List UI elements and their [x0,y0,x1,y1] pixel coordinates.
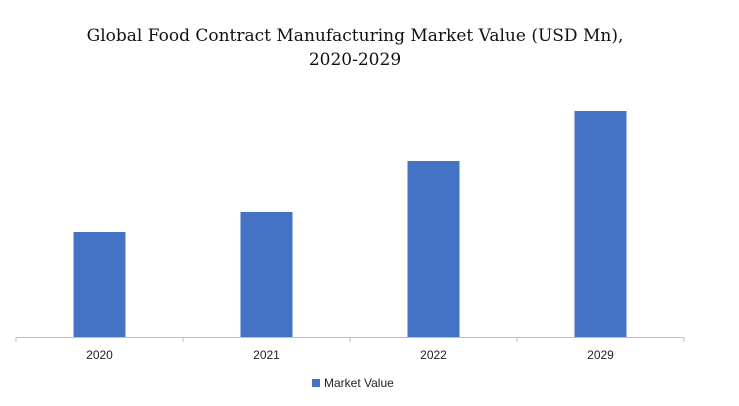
chart-title-line1: Global Food Contract Manufacturing Marke… [86,26,624,46]
bar-2020 [73,232,126,337]
x-tick-label-2020: 2020 [86,348,113,362]
bar-2029 [574,111,627,337]
chart-title: Global Food Contract Manufacturing Marke… [40,24,670,72]
x-tick-label-2029: 2029 [587,348,614,362]
x-tick-labels: 2020 2021 2022 2029 [86,348,614,362]
legend: Market Value [312,376,394,390]
x-tick-label-2021: 2021 [253,348,280,362]
bars-group [73,111,627,337]
chart-title-line2: 2020-2029 [308,50,402,70]
x-axis [15,337,685,342]
legend-label: Market Value [324,376,394,390]
bar-2021 [240,212,293,337]
x-tick-label-2022: 2022 [420,348,447,362]
bar-2022 [407,161,460,337]
legend-swatch [312,379,320,387]
